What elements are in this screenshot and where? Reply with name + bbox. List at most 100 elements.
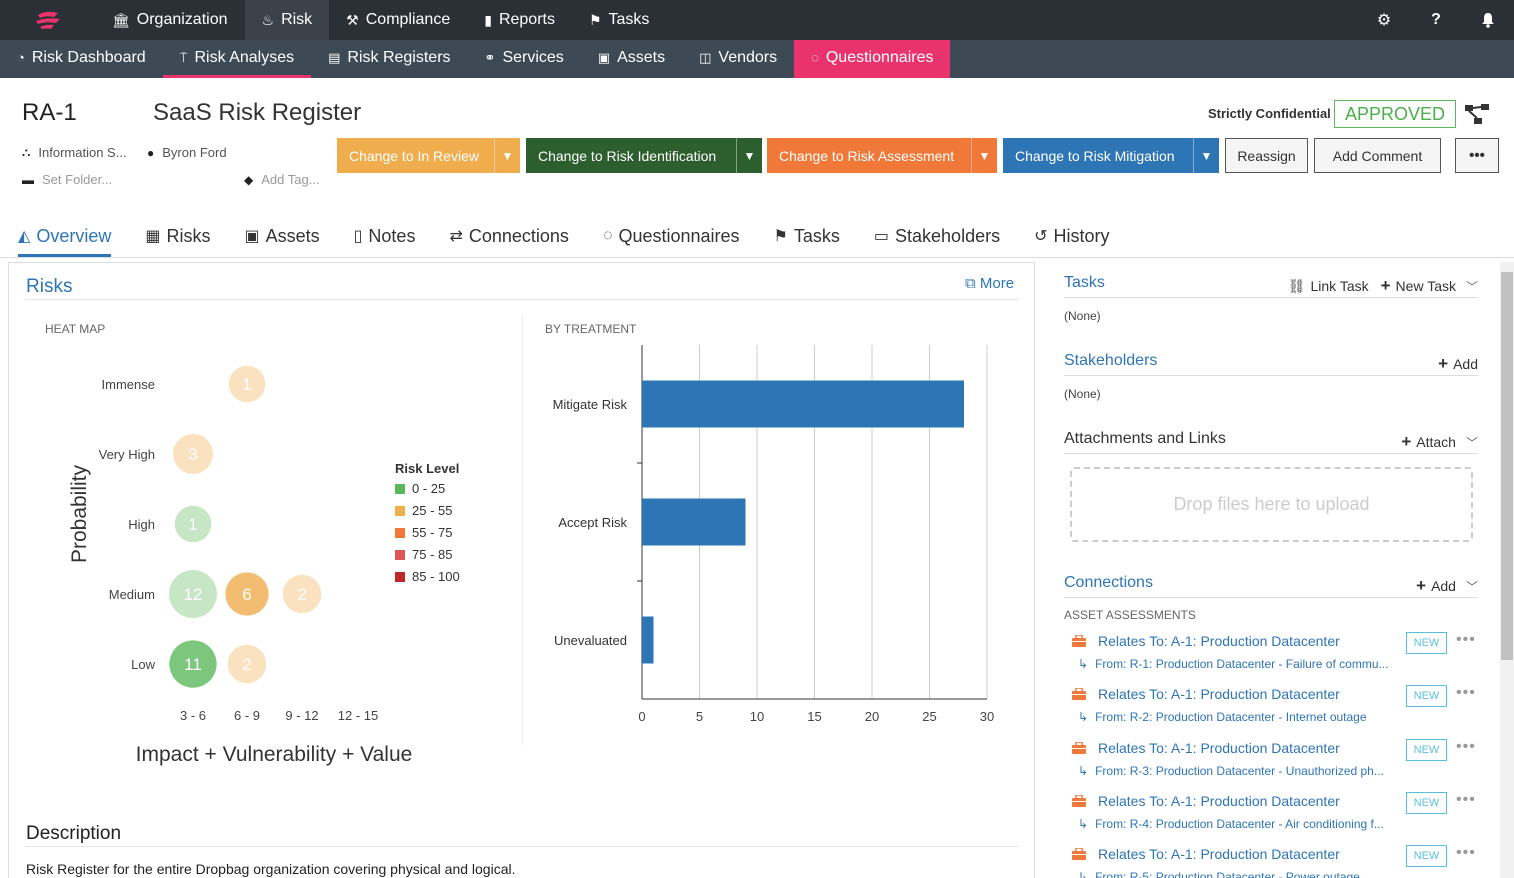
connection-title-link[interactable]: Relates To: A-1: Production Datacenter	[1098, 846, 1340, 862]
chevron-down-icon[interactable]: ▼	[736, 138, 762, 173]
chevron-down-icon[interactable]: ﹀	[1465, 579, 1478, 594]
change-to-risk-identification-button[interactable]: Change to Risk Identification ▼	[526, 138, 762, 173]
more-label: More	[979, 275, 1015, 292]
subnav-risk-analyses[interactable]: ⍑ Risk Analyses	[162, 40, 312, 78]
more-link[interactable]: ⧉ More	[965, 275, 1014, 292]
connections-title[interactable]: Connections	[1064, 574, 1153, 591]
top-nav: 🏛 Organization ♨ Risk ⚒ Compliance ▮ Reports…	[0, 0, 1514, 40]
tab-questionnaires[interactable]: ◌ Questionnaires	[603, 218, 740, 257]
heatmap-bubble[interactable]	[282, 574, 322, 614]
heatmap-bubble[interactable]	[174, 505, 212, 543]
subnav-assets[interactable]: ▣ Assets	[581, 40, 682, 78]
subnav-vendors[interactable]: ◫ Vendors	[682, 40, 794, 78]
chevron-down-icon[interactable]: ﹀	[1465, 279, 1478, 294]
stakeholders-title[interactable]: Stakeholders	[1064, 352, 1158, 369]
gear-icon[interactable]: ⚙	[1376, 12, 1392, 29]
help-icon[interactable]: ?	[1431, 11, 1441, 28]
tag-placeholder: Add Tag...	[261, 172, 320, 187]
connection-source-link[interactable]: ↳ From: R-4: Production Datacenter - Air …	[1078, 817, 1398, 831]
reassign-button[interactable]: Reassign	[1225, 138, 1308, 173]
heatmap-bubble-count: 6	[242, 585, 251, 604]
workflow-icon[interactable]	[1464, 102, 1490, 126]
change-to-risk-mitigation-button[interactable]: Change to Risk Mitigation ▼	[1003, 138, 1219, 173]
connection-title-link[interactable]: Relates To: A-1: Production Datacenter	[1098, 793, 1340, 809]
change-to-in-review-button[interactable]: Change to In Review ▼	[337, 138, 520, 173]
bar-unevaluated[interactable]	[642, 616, 654, 664]
tab-history[interactable]: ↺ History	[1034, 218, 1109, 257]
folder-field[interactable]: ▬ Set Folder...	[22, 172, 112, 187]
risks-panel-title[interactable]: Risks	[26, 276, 73, 297]
tasks-title[interactable]: Tasks	[1064, 274, 1105, 291]
connection-title-link[interactable]: Relates To: A-1: Production Datacenter	[1098, 686, 1340, 702]
connections-section-header: Connections + Add ﹀	[1064, 574, 1478, 598]
subnav-risk-dashboard[interactable]: ◔ Risk Dashboard	[0, 40, 163, 78]
tag-field[interactable]: ◆ Add Tag...	[244, 172, 320, 187]
connection-source-link[interactable]: ↳ From: R-2: Production Datacenter - Inte…	[1078, 710, 1398, 724]
ellipsis-icon[interactable]: •••	[1456, 844, 1476, 861]
tab-tasks[interactable]: ⚑ Tasks	[774, 218, 840, 257]
tab-notes[interactable]: ▯ Notes	[354, 218, 416, 257]
heatmap-bubble[interactable]	[173, 434, 213, 474]
subnav-risk-registers[interactable]: ▤ Risk Registers	[311, 40, 467, 78]
ellipsis-icon[interactable]: •••	[1456, 631, 1476, 648]
connection-source-link[interactable]: ↳ From: R-5: Production Datacenter - Powe…	[1078, 870, 1398, 878]
change-to-risk-assessment-button[interactable]: Change to Risk Assessment ▼	[767, 138, 997, 173]
tab-connections[interactable]: ⇄ Connections	[449, 218, 568, 257]
heatmap-bubble[interactable]	[169, 570, 217, 618]
heatmap-bubble[interactable]	[169, 640, 217, 688]
add-connection-button[interactable]: Add	[1431, 578, 1456, 594]
connection-source-link[interactable]: ↳ From: R-1: Production Datacenter - Fail…	[1078, 657, 1398, 671]
tab-label: Overview	[36, 225, 112, 246]
chevron-down-icon[interactable]: ▼	[971, 138, 997, 173]
nav-reports[interactable]: ▮ Reports	[467, 0, 572, 40]
description-text[interactable]: Risk Register for the entire Dropbag org…	[26, 861, 516, 877]
right-panel-scrollbar[interactable]	[1500, 262, 1514, 878]
heatmap-bubble[interactable]	[228, 365, 266, 403]
chevron-down-icon[interactable]: ▼	[1193, 138, 1219, 173]
briefcase-icon	[1072, 688, 1086, 700]
tab-assets[interactable]: ▣ Assets	[244, 218, 319, 257]
heatmap-bubble[interactable]	[227, 644, 267, 684]
bell-icon[interactable]	[1462, 0, 1514, 40]
classification-label[interactable]: Strictly Confidential	[1208, 106, 1331, 121]
nav-risk[interactable]: ♨ Risk	[244, 0, 330, 40]
file-dropzone[interactable]: Drop files here to upload	[1070, 467, 1473, 542]
tab-risks[interactable]: ▦ Risks	[145, 218, 210, 257]
connection-source-text: From: R-1: Production Datacenter - Failu…	[1095, 657, 1389, 671]
ellipsis-icon[interactable]: •••	[1456, 791, 1476, 808]
heatmap-bubble[interactable]	[225, 572, 269, 616]
folder-placeholder: Set Folder...	[42, 172, 113, 187]
owner-field[interactable]: ● Byron Ford	[147, 145, 227, 160]
record-title[interactable]: SaaS Risk Register	[153, 99, 362, 126]
connection-source-link[interactable]: ↳ From: R-3: Production Datacenter - Unau…	[1078, 764, 1398, 778]
nav-organization[interactable]: 🏛 Organization	[95, 0, 245, 40]
more-actions-button[interactable]: •••	[1455, 138, 1499, 173]
subnav-questionnaires[interactable]: ◌ Questionnaires	[794, 40, 951, 78]
tab-overview[interactable]: ◭ Overview	[18, 218, 112, 257]
tab-stakeholders[interactable]: ▭ Stakeholders	[874, 218, 1000, 257]
connection-title-link[interactable]: Relates To: A-1: Production Datacenter	[1098, 740, 1340, 756]
connection-title-link[interactable]: Relates To: A-1: Production Datacenter	[1098, 633, 1340, 649]
record-id: RA-1	[22, 99, 77, 126]
nav-compliance[interactable]: ⚒ Compliance	[329, 0, 467, 40]
file-icon: ▮	[484, 11, 492, 28]
nav-tasks[interactable]: ⚑ Tasks	[572, 0, 666, 40]
new-task-button[interactable]: New Task	[1395, 278, 1456, 294]
add-comment-button[interactable]: Add Comment	[1314, 138, 1441, 173]
ellipsis-icon[interactable]: •••	[1456, 684, 1476, 701]
add-stakeholder-button[interactable]: Add	[1453, 356, 1478, 372]
bar-accept-risk[interactable]	[642, 498, 746, 546]
stakeholders-section-header: Stakeholders + Add	[1064, 352, 1478, 376]
chevron-down-icon[interactable]: ▼	[494, 138, 520, 173]
subnav-services[interactable]: ⚭ Services	[468, 40, 581, 78]
scrollbar-thumb[interactable]	[1501, 272, 1513, 660]
attach-button[interactable]: Attach	[1416, 434, 1456, 450]
link-task-button[interactable]: Link Task	[1310, 278, 1369, 294]
bar-mitigate-risk[interactable]	[642, 380, 964, 428]
chevron-down-icon[interactable]: ﹀	[1465, 435, 1478, 450]
record-tabs: ◭ Overview ▦ Risks ▣ Assets ▯ Notes ⇄ Connect…	[0, 218, 1514, 258]
org-field[interactable]: ⛬ Information S...	[22, 145, 127, 160]
ellipsis-icon[interactable]: •••	[1456, 738, 1476, 755]
app-logo[interactable]	[0, 0, 95, 40]
tab-label: Connections	[468, 225, 569, 246]
